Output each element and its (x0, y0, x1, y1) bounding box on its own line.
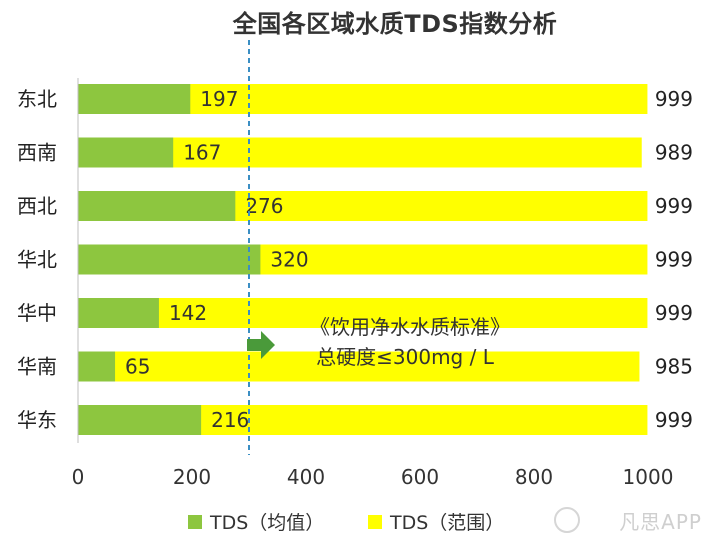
avg-bar (78, 244, 261, 275)
watermark-text: 凡思APP (619, 510, 702, 534)
x-tick-label: 1000 (623, 465, 674, 489)
legend-item-range: TDS（范围） (368, 508, 504, 535)
chart-title: 全国各区域水质TDS指数分析 (232, 10, 558, 38)
x-tick-label: 600 (401, 465, 439, 489)
category-label: 华中 (17, 301, 57, 325)
range-value-label: 999 (655, 301, 693, 325)
avg-bar (78, 191, 236, 221)
legend-item-avg: TDS（均值） (188, 508, 324, 535)
range-value-label: 989 (655, 141, 693, 165)
legend-label-avg: TDS（均值） (210, 512, 325, 534)
avg-bar (78, 298, 159, 328)
category-label: 东北 (17, 87, 57, 111)
reference-annotation-line2: 总硬度≤300mg / L (316, 345, 495, 369)
reference-arrow-icon (247, 331, 275, 359)
reference-annotation-line1: 《饮用净水水质标准》 (310, 315, 510, 339)
category-label: 华北 (17, 248, 57, 272)
chart-legend: TDS（均值） TDS（范围） (0, 508, 710, 538)
category-label: 华南 (17, 355, 57, 379)
avg-value-label: 197 (200, 87, 238, 111)
category-label: 华东 (17, 408, 57, 432)
x-tick-label: 0 (72, 465, 85, 489)
category-label: 西北 (17, 194, 57, 218)
legend-swatch-avg (188, 514, 202, 529)
legend-label-range: TDS（范围） (390, 512, 505, 534)
avg-value-label: 65 (125, 355, 150, 379)
avg-bar (78, 84, 191, 114)
range-value-label: 999 (655, 408, 693, 432)
range-value-label: 985 (655, 355, 693, 379)
watermark-logo-icon (554, 507, 580, 533)
avg-value-label: 142 (169, 301, 207, 325)
avg-bar (78, 351, 116, 382)
avg-value-label: 167 (183, 141, 221, 165)
range-bar (78, 298, 648, 328)
range-value-label: 999 (655, 248, 693, 272)
category-label: 西南 (17, 141, 57, 165)
legend-swatch-range (368, 514, 382, 529)
x-tick-label: 400 (287, 465, 325, 489)
x-tick-label: 200 (173, 465, 211, 489)
range-value-label: 999 (655, 194, 693, 218)
avg-value-label: 320 (270, 248, 308, 272)
x-tick-label: 800 (515, 465, 553, 489)
range-bar (78, 351, 640, 382)
avg-bar (78, 137, 174, 168)
chart-plot: 东北 197 999 西南 167 989 西北 276 999 华北 320 999 华中 142 999… (17, 40, 693, 489)
avg-value-label: 216 (211, 408, 249, 432)
avg-value-label: 276 (245, 194, 283, 218)
avg-bar (78, 405, 202, 435)
range-value-label: 999 (655, 87, 693, 111)
